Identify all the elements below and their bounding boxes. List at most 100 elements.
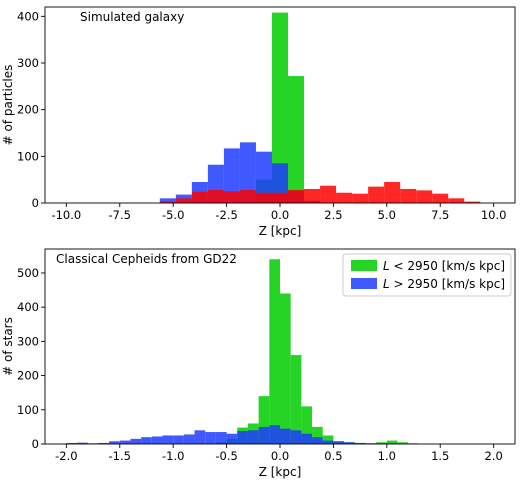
histogram-bar bbox=[162, 435, 174, 444]
histogram-bar bbox=[159, 201, 176, 203]
y-tick-label: 300 bbox=[17, 56, 39, 70]
histogram-bar bbox=[194, 430, 206, 444]
x-tick-label: -10.0 bbox=[51, 208, 81, 222]
histogram-bar bbox=[223, 148, 240, 203]
y-tick-label: 400 bbox=[17, 9, 39, 23]
histogram-bar bbox=[320, 185, 337, 203]
histogram-bar bbox=[400, 189, 417, 203]
histogram-bar bbox=[333, 441, 345, 444]
histogram-bar bbox=[255, 151, 272, 203]
histogram-bar bbox=[77, 442, 88, 444]
histogram-bar bbox=[66, 442, 78, 444]
x-tick-label: 0.5 bbox=[324, 449, 342, 463]
histogram-bar bbox=[280, 293, 291, 444]
x-tick-label: 0.0 bbox=[271, 208, 289, 222]
histogram-bar bbox=[226, 433, 238, 444]
histogram-bar bbox=[352, 193, 369, 203]
y-tick-label: 100 bbox=[17, 403, 39, 417]
top-panel-annotation: Simulated galaxy bbox=[80, 10, 184, 24]
histogram-bar bbox=[376, 442, 387, 444]
histogram-bar bbox=[255, 192, 272, 203]
bottom-y-ticks: 0 100 200 300 400 500 bbox=[17, 266, 45, 451]
x-tick-label: 1.5 bbox=[431, 449, 449, 463]
histogram-bar bbox=[173, 435, 184, 444]
histogram-bar bbox=[258, 426, 270, 444]
histogram-bar bbox=[448, 198, 465, 203]
x-tick-label: -1.0 bbox=[162, 449, 184, 463]
histogram-bar bbox=[301, 433, 313, 444]
histogram-bar bbox=[384, 182, 401, 203]
bottom-y-axis-label: # of stars bbox=[1, 317, 15, 376]
bottom-x-axis-label: Z [kpc] bbox=[259, 465, 302, 479]
histogram-bar bbox=[223, 191, 240, 203]
x-tick-label: 2.5 bbox=[324, 208, 342, 222]
histogram-bar bbox=[288, 76, 305, 203]
histogram-bar bbox=[386, 440, 398, 444]
histogram-bar bbox=[280, 428, 291, 444]
histogram-bar bbox=[183, 434, 195, 444]
top-x-axis-label: Z [kpc] bbox=[259, 224, 302, 238]
y-tick-label: 500 bbox=[17, 266, 39, 280]
histogram-bar bbox=[269, 259, 280, 444]
y-tick-label: 200 bbox=[17, 369, 39, 383]
histogram-bar bbox=[271, 192, 289, 203]
histogram-bar bbox=[271, 12, 289, 203]
x-tick-label: 7.5 bbox=[431, 208, 449, 222]
x-tick-label: 0.0 bbox=[271, 449, 289, 463]
top-histogram-panel: -10.0 -7.5 -5.0 -2.5 0.0 2.5 5.0 7.5 10.0 0 100 20… bbox=[1, 6, 516, 238]
histogram-bar bbox=[239, 189, 256, 203]
histogram-bar bbox=[304, 189, 321, 203]
histogram-bar bbox=[336, 192, 353, 203]
histogram-bar bbox=[98, 442, 110, 444]
legend: L < 2950 [km/s kpc] L > 2950 [km/s kpc] bbox=[342, 253, 512, 297]
legend-swatch bbox=[351, 260, 377, 271]
x-tick-label: -1.5 bbox=[109, 449, 131, 463]
histogram-bar bbox=[312, 426, 323, 444]
y-tick-label: 300 bbox=[17, 334, 39, 348]
histogram-bar bbox=[175, 198, 192, 203]
y-tick-label: 400 bbox=[17, 300, 39, 314]
histogram-bar bbox=[312, 437, 323, 444]
bottom-panel-annotation: Classical Cepheids from GD22 bbox=[56, 252, 237, 266]
histogram-bar bbox=[416, 190, 433, 203]
x-tick-label: -0.5 bbox=[215, 449, 237, 463]
histogram-bar bbox=[344, 442, 355, 444]
x-tick-label: 2.0 bbox=[484, 449, 502, 463]
legend-swatch bbox=[351, 278, 377, 289]
top-y-ticks: 0 100 200 300 400 bbox=[17, 9, 45, 210]
histogram-bar bbox=[301, 406, 313, 444]
histogram-bar bbox=[109, 441, 120, 444]
histogram-bar bbox=[269, 425, 280, 444]
histogram-bar bbox=[237, 431, 248, 444]
histogram-bar bbox=[191, 191, 208, 203]
x-tick-label: 5.0 bbox=[378, 208, 396, 222]
bottom-histogram-panel: -2.0 -1.5 -1.0 -0.5 0.0 0.5 1.0 1.5 2.0 0 100 200 3… bbox=[1, 248, 516, 479]
legend-label: L > 2950 [km/s kpc] bbox=[383, 277, 505, 291]
histogram-bar bbox=[207, 189, 224, 203]
histogram-bar bbox=[432, 193, 449, 203]
histogram-bar bbox=[290, 355, 302, 444]
legend-items: L < 2950 [km/s kpc] L > 2950 [km/s kpc] bbox=[351, 259, 505, 291]
x-tick-label: -2.5 bbox=[215, 208, 237, 222]
histogram-bar bbox=[354, 442, 366, 444]
histogram-bar bbox=[247, 430, 259, 444]
y-tick-label: 100 bbox=[17, 149, 39, 163]
top-histogram-bars bbox=[159, 12, 481, 203]
histogram-bar bbox=[215, 432, 227, 444]
histogram-bar bbox=[288, 189, 305, 203]
histogram-bar bbox=[130, 438, 142, 444]
x-tick-label: -2.0 bbox=[55, 449, 77, 463]
histogram-bar bbox=[151, 436, 163, 444]
y-tick-label: 200 bbox=[17, 103, 39, 117]
y-tick-label: 0 bbox=[32, 196, 39, 210]
histogram-bar bbox=[368, 186, 385, 203]
histogram-bar bbox=[141, 437, 152, 444]
histogram-bar bbox=[119, 440, 131, 444]
histogram-bar bbox=[322, 440, 334, 444]
x-tick-label: -5.0 bbox=[162, 208, 184, 222]
x-tick-label: 1.0 bbox=[378, 449, 396, 463]
histogram-bar bbox=[397, 442, 409, 444]
x-tick-label: 10.0 bbox=[481, 208, 507, 222]
histogram-bar bbox=[159, 198, 176, 203]
